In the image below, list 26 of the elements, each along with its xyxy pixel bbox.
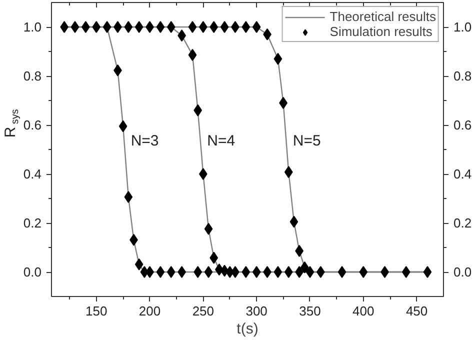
y-tick-label: 0.2 bbox=[23, 216, 42, 230]
y-tick-label: 0.4 bbox=[23, 166, 42, 182]
legend-label: Theoretical results bbox=[330, 9, 436, 24]
annotation: N=3 bbox=[130, 132, 159, 150]
y-axis-title: Rsys bbox=[2, 109, 21, 138]
x-tick-label: 200 bbox=[138, 304, 161, 318]
x-tick-label: 250 bbox=[192, 304, 214, 318]
x-tick-label: 400 bbox=[352, 304, 374, 318]
y-tick-label: 0.6 bbox=[23, 118, 42, 132]
x-tick-label: 350 bbox=[299, 304, 321, 318]
x-tick-label: 450 bbox=[406, 304, 428, 318]
x-axis-title: t(s) bbox=[236, 320, 258, 338]
y2-tick-label: 1.0 bbox=[454, 20, 472, 34]
legend-label: Simulation results bbox=[330, 24, 432, 39]
y-tick-label: 0.0 bbox=[23, 264, 42, 280]
x-tick-label: 150 bbox=[86, 304, 108, 318]
annotation: N=4 bbox=[207, 132, 236, 150]
annotation: N=5 bbox=[292, 132, 321, 150]
y2-tick-label: 0.6 bbox=[454, 118, 472, 132]
y2-tick-label: 0.2 bbox=[454, 216, 472, 230]
y2-tick-label: 0.0 bbox=[454, 264, 472, 280]
y-tick-label: 1.0 bbox=[23, 20, 42, 34]
y-tick-label: 0.8 bbox=[23, 68, 42, 84]
y2-tick-label: 0.8 bbox=[454, 68, 472, 84]
y2-tick-label: 0.4 bbox=[454, 166, 472, 182]
x-tick-label: 300 bbox=[246, 304, 268, 318]
